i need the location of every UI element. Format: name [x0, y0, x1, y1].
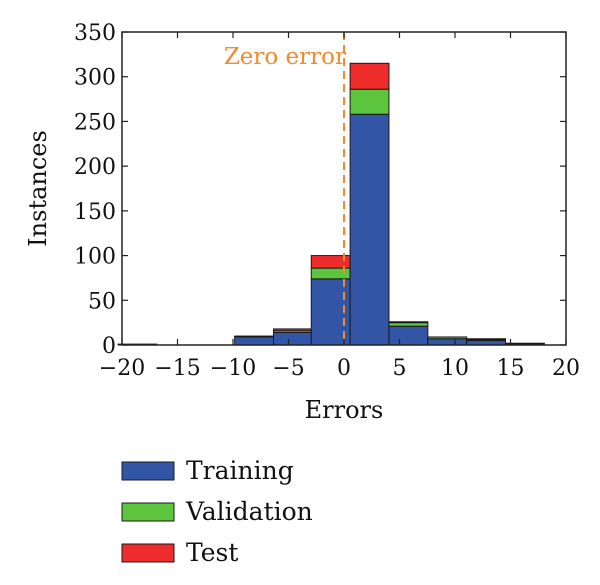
x-tick-label: 10: [441, 356, 469, 381]
legend-swatch-test: [121, 543, 175, 563]
x-axis-title: Errors: [305, 396, 384, 424]
y-axis-title: Instances: [24, 130, 52, 247]
bar-training-bin-6: [349, 113, 390, 346]
y-tick-label: 0: [102, 334, 116, 359]
y-tick-label: 200: [74, 155, 116, 180]
bar-test-bin-10: [505, 342, 545, 345]
bar-test-bin-9: [466, 338, 507, 341]
bar-training-bin-3: [234, 336, 275, 346]
y-tick-label: 250: [74, 110, 116, 135]
x-tick-label: 20: [552, 356, 580, 381]
y-tick-label: 350: [74, 21, 116, 46]
bar-test-bin-6: [349, 62, 390, 90]
legend-label-test: Test: [186, 538, 238, 567]
bar-test-bin-3: [234, 335, 275, 338]
legend-swatch-validation: [121, 502, 175, 522]
y-tick-label: 100: [74, 245, 116, 270]
bar-validation-bin-8: [427, 336, 468, 340]
bar-training-bin-8: [427, 338, 468, 346]
y-tick-label: 50: [88, 289, 116, 314]
bar-validation-bin-7: [388, 322, 429, 327]
legend: Training Validation Test: [121, 456, 313, 567]
x-tick-label: 15: [497, 356, 525, 381]
x-tick-label: 0: [337, 356, 351, 381]
zero-error-annotation: Zero error: [224, 44, 346, 70]
bar-training-bin-7: [388, 325, 429, 346]
legend-label-validation: Validation: [185, 497, 313, 526]
x-tick-label: −15: [154, 356, 200, 381]
x-tick-label: −20: [99, 356, 145, 381]
x-tick-label: −5: [272, 356, 304, 381]
x-tick-label: −10: [210, 356, 256, 381]
bars-layer: [117, 62, 545, 346]
bar-test-bin-7: [388, 321, 429, 324]
legend-label-training: Training: [186, 456, 294, 485]
legend-swatch-training: [121, 461, 175, 481]
y-tick-label: 300: [74, 66, 116, 91]
bar-validation-bin-6: [349, 88, 390, 115]
x-tick-label: 5: [393, 356, 407, 381]
bar-test-bin-4: [273, 328, 313, 332]
bar-training-bin-4: [273, 331, 313, 346]
y-tick-label: 150: [74, 200, 116, 225]
